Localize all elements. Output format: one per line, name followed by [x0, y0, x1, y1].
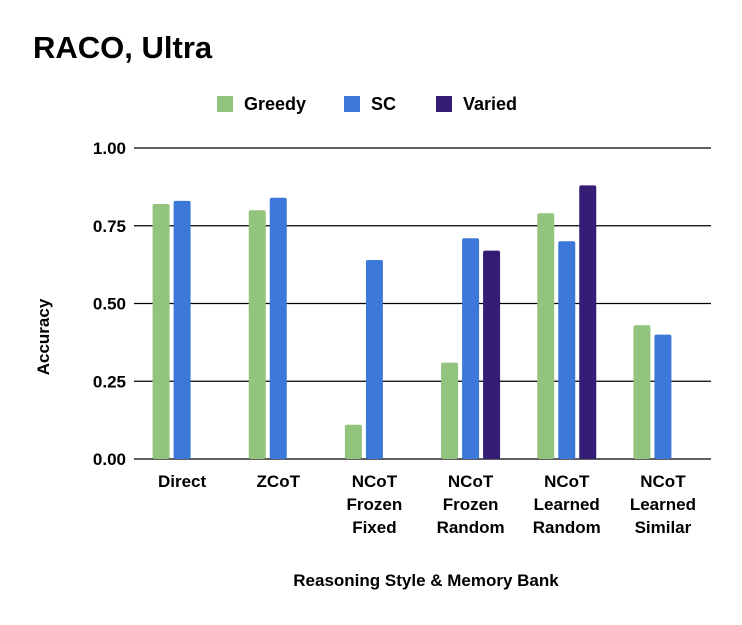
bar-sc-1: [269, 197, 287, 459]
bar-sc-2: [365, 259, 383, 459]
bar-varied-3: [483, 250, 501, 459]
bar-sc-5: [654, 334, 672, 459]
bar-greedy-5: [633, 325, 651, 459]
x-tick-label: NCoT Learned Similar: [630, 472, 696, 537]
y-tick-label: 1.00: [93, 139, 126, 158]
legend-swatch-greedy: [217, 96, 233, 112]
bar-greedy-0: [152, 203, 170, 459]
x-tick-label: Direct: [158, 472, 207, 491]
bar-sc-3: [462, 238, 480, 459]
bar-greedy-4: [537, 213, 555, 459]
legend-swatch-varied: [436, 96, 452, 112]
legend-swatch-sc: [344, 96, 360, 112]
legend-item-varied: Varied: [436, 92, 517, 116]
y-tick-label: 0.25: [93, 372, 126, 391]
legend: Greedy SC Varied: [0, 92, 742, 116]
y-axis-title: Accuracy: [34, 298, 53, 376]
x-tick-label: NCoT Frozen Fixed: [347, 472, 403, 537]
chart-title: RACO, Ultra: [33, 30, 213, 65]
legend-item-greedy: Greedy: [217, 92, 306, 116]
legend-item-sc: SC: [344, 92, 396, 116]
y-tick-label: 0.75: [93, 217, 126, 236]
bar-varied-4: [579, 185, 597, 459]
x-tick-label: NCoT Learned Random: [533, 472, 601, 537]
bar-greedy-1: [248, 210, 266, 459]
legend-label-greedy: Greedy: [244, 93, 307, 114]
x-tick-label: ZCoT: [257, 472, 301, 491]
bar-greedy-2: [344, 424, 362, 459]
x-tick-label: NCoT Frozen Random: [437, 472, 505, 537]
bar-sc-0: [173, 200, 191, 459]
bar-greedy-3: [441, 362, 459, 459]
y-tick-label: 0.00: [93, 450, 126, 469]
y-tick-label: 0.50: [93, 295, 126, 314]
legend-label-varied: Varied: [463, 93, 518, 114]
bar-sc-4: [558, 241, 576, 459]
legend-label-sc: SC: [371, 93, 397, 114]
x-axis-title: Reasoning Style & Memory Bank: [293, 571, 559, 590]
